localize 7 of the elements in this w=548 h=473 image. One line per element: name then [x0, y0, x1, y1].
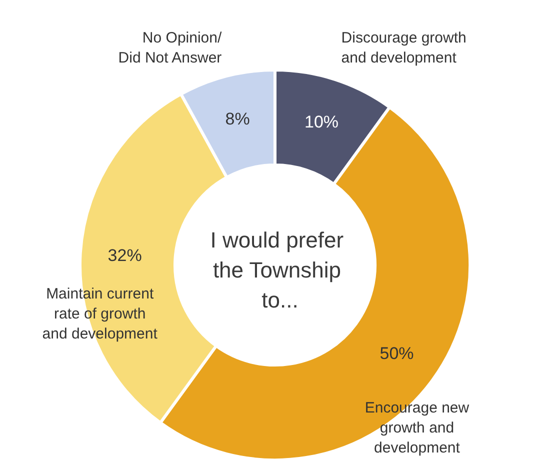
- data-label: 50%: [380, 344, 414, 363]
- data-label: 10%: [304, 112, 339, 132]
- slice-label: Discourage growth and development: [341, 30, 466, 66]
- data-label: 32%: [108, 246, 142, 266]
- text: I would prefer the Township to...: [210, 228, 350, 312]
- slice-label: No Opinion/ Did Not Answer: [118, 30, 222, 66]
- data-label: 8%: [225, 110, 250, 129]
